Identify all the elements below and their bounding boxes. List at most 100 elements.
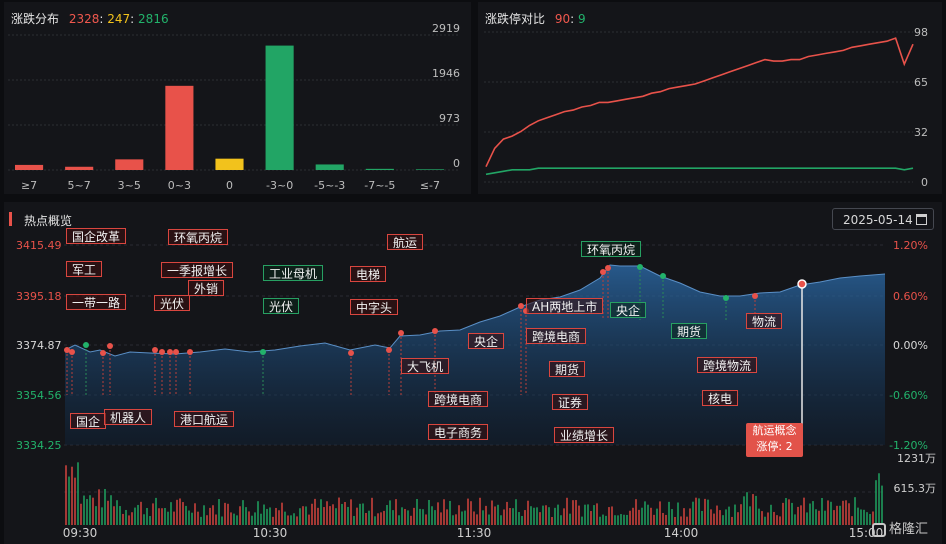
y-right-label: 0.60% (893, 290, 928, 303)
concept-tag[interactable]: 一季报增长 (161, 262, 234, 278)
concept-tag[interactable]: 一带一路 (66, 294, 127, 310)
concept-tag[interactable]: 电子商务 (428, 424, 489, 440)
limit-title: 涨跌停对比 (485, 12, 546, 26)
concept-tag[interactable]: 期货 (671, 323, 708, 339)
concept-marker (187, 349, 193, 355)
bar (415, 169, 444, 170)
y-left-label: 3395.18 (16, 290, 62, 303)
concept-marker (723, 295, 729, 301)
x-tick-label: -5~-3 (314, 179, 345, 192)
concept-tag[interactable]: 外销 (188, 280, 225, 296)
limit-title-row: 涨跌停对比 90: 9 (485, 10, 586, 27)
bar (15, 164, 44, 170)
sep: : (99, 12, 104, 26)
x-tick-label: 14:00 (664, 526, 699, 540)
concept-marker (752, 293, 758, 299)
volume-mid-label: 615.3万 (894, 482, 937, 495)
concept-tag[interactable]: 工业母机 (263, 265, 324, 281)
concept-tag[interactable]: 光伏 (154, 295, 191, 311)
concept-marker (386, 347, 392, 353)
concept-marker (348, 350, 354, 356)
concept-tag[interactable]: 国企 (70, 413, 107, 429)
concept-tag[interactable]: 期货 (549, 361, 586, 377)
hot-accent-bar (9, 212, 12, 226)
bar (65, 166, 94, 170)
concept-marker (173, 349, 179, 355)
y-tick-label: 1946 (432, 67, 460, 80)
x-tick-label: ≥7 (21, 179, 37, 192)
concept-tag[interactable]: 电梯 (350, 266, 387, 282)
concept-tag[interactable]: 证券 (552, 394, 589, 410)
concept-tag[interactable]: 军工 (66, 261, 103, 277)
concept-tag[interactable]: 中字头 (350, 299, 399, 315)
x-tick-label: 15:00 (849, 526, 884, 540)
concept-tag[interactable]: AH两地上市 (526, 298, 604, 314)
concept-tag[interactable]: 环氧丙烷 (581, 241, 642, 257)
x-tick-label: ≤-7 (420, 179, 440, 192)
concept-tag[interactable]: 央企 (468, 333, 505, 349)
hover-point (797, 279, 807, 289)
concept-marker (107, 343, 113, 349)
bar (165, 85, 194, 170)
concept-marker (637, 264, 643, 270)
distribution-panel: 涨跌分布 2328: 247: 2816 2919 1946 973 0 ≥7 5~7 3~… (4, 2, 471, 194)
series-line (485, 167, 914, 176)
y-right-label: 0.00% (893, 339, 928, 352)
volume-max-label: 1231万 (897, 452, 936, 465)
concept-marker (64, 347, 70, 353)
x-tick-label: -3~0 (266, 179, 293, 192)
down-count: 2816 (138, 12, 169, 26)
sep: : (130, 12, 135, 26)
y-tick-label: 0 (921, 176, 928, 189)
y-right-label: 1.20% (893, 239, 928, 252)
concept-tag[interactable]: 跨境物流 (697, 357, 758, 373)
distribution-title-row: 涨跌分布 2328: 247: 2816 (11, 10, 169, 27)
concept-marker (660, 273, 666, 279)
concept-marker (518, 303, 524, 309)
concept-marker (167, 349, 173, 355)
concept-tag[interactable]: 央企 (610, 302, 647, 318)
concept-tag[interactable]: 跨境电商 (526, 328, 587, 344)
concept-tag[interactable]: 光伏 (263, 298, 300, 314)
concept-tag[interactable]: 业绩增长 (554, 427, 615, 443)
brand-logo: 格隆汇 (872, 518, 928, 540)
x-tick-label: 3~5 (118, 179, 141, 192)
y-tick-label: 0 (453, 157, 460, 170)
x-tick-label: -7~-5 (364, 179, 395, 192)
y-left-label: 3354.56 (16, 389, 62, 402)
concept-tag[interactable]: 大飞机 (401, 358, 450, 374)
bar (265, 45, 294, 170)
y-tick-label: 973 (439, 112, 460, 125)
limit-chart: 98 65 32 0 (484, 26, 928, 189)
y-left-label: 3415.49 (16, 239, 62, 252)
x-tick-label: 0 (226, 179, 233, 192)
index-area (65, 265, 885, 445)
concept-marker (432, 328, 438, 334)
x-tick-label: 0~3 (168, 179, 191, 192)
limit-up-count: 90 (554, 12, 571, 26)
concept-tag[interactable]: 国企改革 (66, 228, 127, 244)
concept-tag[interactable]: 跨境电商 (428, 391, 489, 407)
concept-marker (605, 265, 611, 271)
date-picker[interactable]: 2025-05-14 (832, 208, 934, 230)
y-left-label: 3374.87 (16, 339, 62, 352)
sep: : (570, 12, 575, 26)
y-tick-label: 65 (914, 76, 928, 89)
hover-tooltip: 航运概念 涨停: 2 (746, 423, 803, 457)
logo-icon (872, 522, 886, 537)
concept-tag[interactable]: 环氧丙烷 (168, 229, 229, 245)
concept-tag[interactable]: 机器人 (104, 409, 153, 425)
x-tick-label: 5~7 (68, 179, 91, 192)
concept-tag[interactable]: 核电 (702, 390, 739, 406)
concept-tag[interactable]: 港口航运 (174, 411, 235, 427)
bar (215, 158, 244, 170)
calendar-icon[interactable] (916, 214, 927, 225)
bar (315, 164, 344, 170)
concept-tag[interactable]: 航运 (387, 234, 424, 250)
x-tick-label: 11:30 (457, 526, 492, 540)
distribution-chart: 2919 1946 973 0 ≥7 5~7 3~5 0~3 0 -3~0 -5~-3 -7~-5 ≤-… (8, 22, 460, 192)
concept-marker (398, 330, 404, 336)
concept-tag[interactable]: 物流 (746, 313, 783, 329)
concept-marker (600, 269, 606, 275)
